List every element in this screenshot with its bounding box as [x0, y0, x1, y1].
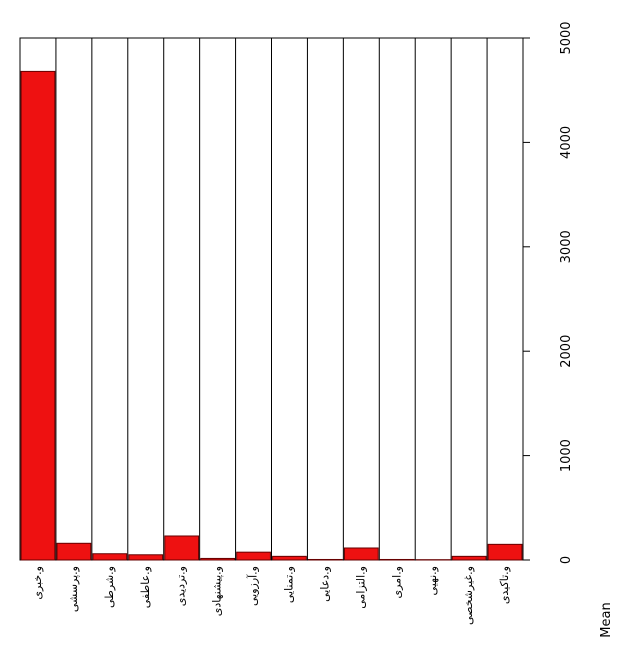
x-tick-label: و.غیرشخصی: [462, 566, 475, 625]
x-tick-label: و.نهیی: [426, 566, 439, 595]
x-tick-label: و.التزامی: [354, 566, 367, 609]
x-tick-label: و.آرزویی: [246, 566, 260, 606]
x-tick-label: و.تردیدی: [175, 566, 188, 606]
bar: [488, 544, 522, 560]
x-tick-label: و.پیشنهادی: [211, 566, 224, 616]
y-tick-label: 0: [559, 556, 574, 564]
x-tick-label: و.تمنایی: [282, 566, 295, 603]
bar: [309, 559, 343, 560]
bar: [57, 543, 91, 560]
y-tick-label: 1000: [559, 439, 574, 472]
bar: [129, 555, 163, 560]
axis-title: Mean: [599, 602, 614, 637]
x-tick-label: و.شرطی: [103, 566, 116, 608]
bar: [452, 556, 486, 560]
bar: [165, 536, 199, 560]
x-tick-label: و.خبری: [31, 566, 44, 600]
y-tick-label: 3000: [559, 230, 574, 263]
bar: [93, 554, 127, 560]
x-tick-label: و.پرسشی: [67, 566, 80, 612]
x-tick-label: و.امری: [390, 566, 403, 598]
bar: [344, 548, 378, 560]
y-tick-label: 4000: [559, 126, 574, 159]
x-tick-label: و.تاکیدی: [498, 566, 511, 604]
y-tick-label: 2000: [559, 335, 574, 368]
bar: [237, 552, 271, 560]
bar: [201, 558, 235, 560]
y-tick-label: 5000: [559, 21, 574, 54]
bar: [380, 559, 414, 560]
x-tick-label: و.دعایی: [318, 566, 331, 602]
bar: [273, 556, 307, 560]
bar: [21, 71, 55, 560]
x-tick-label: و.عاطفی: [139, 566, 152, 608]
